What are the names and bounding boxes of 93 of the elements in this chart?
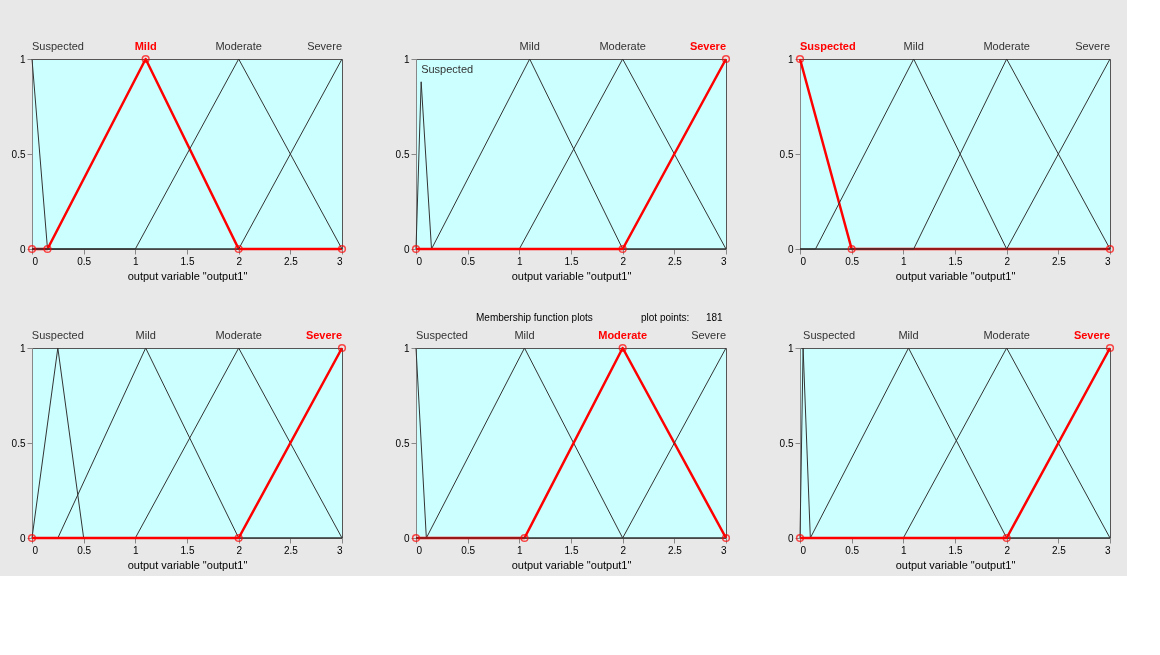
y-tick-label: 0 [403,243,410,255]
x-tick-label: 3 [336,544,343,556]
x-tick-label: 0 [800,255,807,267]
y-tick-label: 0.5 [11,437,26,449]
series-label: Suspected [803,329,856,341]
x-axis-title: output variable "output1" [127,269,248,282]
y-tick-label: 0 [19,243,26,255]
series-label: Mild [135,329,156,341]
series-label: Mild [898,329,919,341]
x-tick-label: 2.5 [1051,255,1067,267]
x-tick-label: 3 [336,255,343,267]
series-label: Moderate [598,329,648,341]
y-tick-label: 0.5 [395,148,410,160]
series-label: Suspected [416,329,468,341]
x-tick-label: 2.5 [667,544,683,556]
x-axis-title: output variable "output1" [895,269,1016,282]
y-tick-label: 0 [19,532,26,544]
y-tick-label: 1 [19,53,26,65]
series-label: Mild [514,329,535,341]
x-tick-label: 1.5 [948,544,963,556]
series-label: Moderate [215,329,262,341]
series-label: Moderate [215,40,262,52]
x-tick-label: 0.5 [845,544,860,556]
x-tick-label: 2.5 [283,255,299,267]
x-tick-label: 3 [720,255,727,267]
series-label: Suspected [31,329,84,341]
text: 181 [706,312,724,323]
x-axis-title: output variable "output1" [127,558,248,571]
x-tick-label: 3 [720,544,727,556]
y-tick-label: 1 [19,342,26,354]
x-tick-label: 1 [517,255,524,267]
x-tick-label: 0 [800,544,807,556]
series-label: Suspected [32,40,84,52]
x-tick-label: 0.5 [461,255,476,267]
y-tick-label: 0.5 [779,437,794,449]
x-tick-label: 2 [236,255,243,267]
x-tick-label: 0.5 [845,255,860,267]
x-tick-label: 1.5 [180,544,195,556]
x-tick-label: 0 [416,255,423,267]
x-tick-label: 2.5 [283,544,299,556]
series-label: Mild [903,40,924,52]
series-label: Severe [691,329,726,341]
x-tick-label: 2.5 [667,255,683,267]
y-tick-label: 0 [787,243,794,255]
series-label: Moderate [599,40,646,52]
x-tick-label: 1 [133,255,140,267]
text: plot points: [641,312,690,323]
x-tick-label: 3 [1104,544,1111,556]
text: Membership function plots [476,312,593,323]
series-label: Suspected [800,40,856,52]
series-label: Moderate [983,329,1030,341]
y-tick-label: 1 [403,53,410,65]
x-tick-label: 2 [236,544,243,556]
series-label: Mild [134,40,157,52]
x-tick-label: 1 [901,544,908,556]
x-tick-label: 0 [32,255,39,267]
series-label: Moderate [983,40,1030,52]
x-axis-title: output variable "output1" [895,558,1016,571]
x-tick-label: 1 [517,544,524,556]
x-tick-label: 1 [901,255,908,267]
x-tick-label: 2.5 [1051,544,1067,556]
x-tick-label: 0.5 [77,255,92,267]
series-label: Severe [305,329,342,341]
x-tick-label: 1 [133,544,140,556]
series-label: Severe [1075,40,1110,52]
x-tick-label: 1.5 [180,255,195,267]
y-tick-label: 0.5 [395,437,410,449]
series-label: Severe [1073,329,1110,341]
x-tick-label: 2 [620,255,627,267]
y-tick-label: 0.5 [779,148,794,160]
series-label: Severe [307,40,342,52]
y-tick-label: 0 [787,532,794,544]
x-axis-title: output variable "output1" [511,558,632,571]
series-label: Mild [519,40,540,52]
x-tick-label: 1.5 [948,255,963,267]
x-tick-label: 0.5 [461,544,476,556]
x-tick-label: 0 [416,544,423,556]
series-label: Suspected [421,62,474,75]
x-tick-label: 0.5 [77,544,92,556]
y-tick-label: 0.5 [11,148,26,160]
series-label: Severe [689,40,726,52]
x-tick-label: 1.5 [564,544,579,556]
y-tick-label: 0 [403,532,410,544]
y-tick-label: 1 [787,53,794,65]
x-tick-label: 2 [1004,544,1011,556]
x-tick-label: 2 [620,544,627,556]
y-tick-label: 1 [403,342,410,354]
x-tick-label: 2 [1004,255,1011,267]
x-axis-title: output variable "output1" [511,269,632,282]
y-tick-label: 1 [787,342,794,354]
x-tick-label: 3 [1104,255,1111,267]
x-tick-label: 0 [32,544,39,556]
x-tick-label: 1.5 [564,255,579,267]
